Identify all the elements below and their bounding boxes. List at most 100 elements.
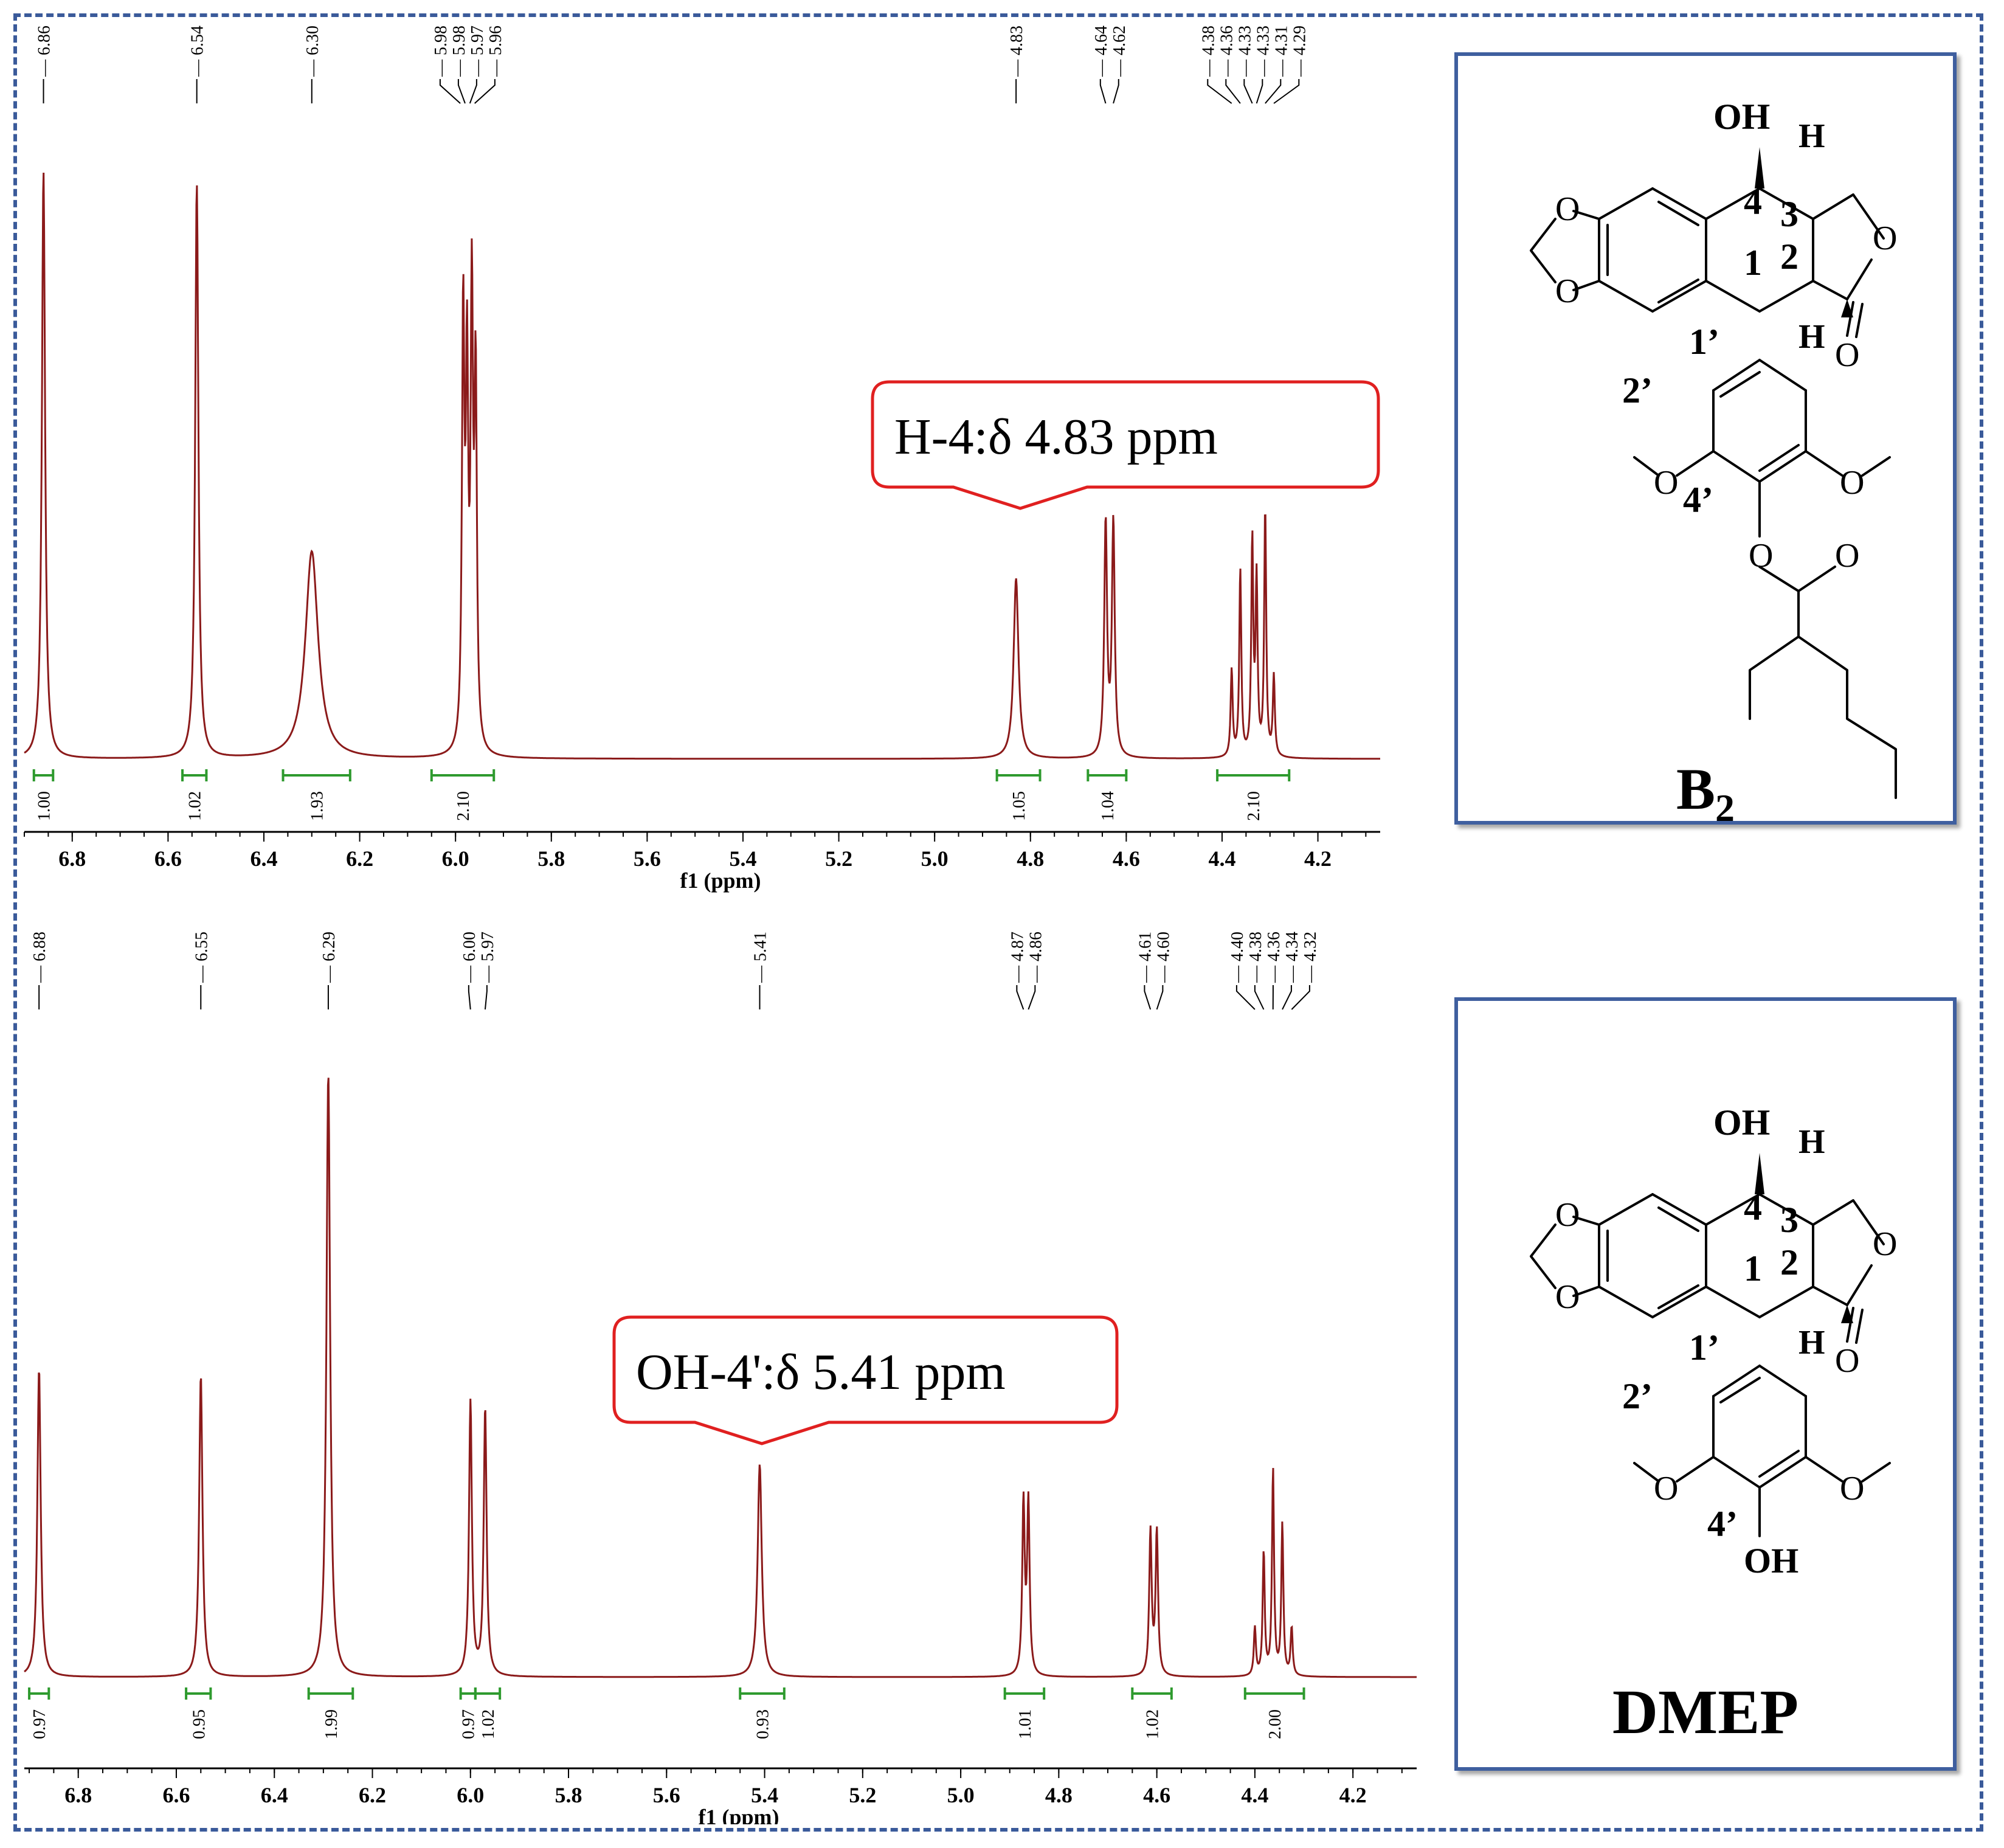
- h-top-label: H: [1798, 117, 1825, 155]
- x-tick-label: 6.0: [442, 846, 469, 871]
- x-axis: 6.8 6.6 6.4 6.2 6.0 5.8 5.6 5.4 5.2 5.0 4.8 4.6 4.4 4…: [24, 1767, 1417, 1824]
- peak-label: — 4.60: [1154, 932, 1173, 1010]
- peak-label: — 6.55: [192, 932, 211, 1009]
- integral-value: 1.93: [308, 791, 327, 821]
- oxygen-label: O: [1835, 336, 1859, 374]
- integral: 0.97: [28, 1687, 50, 1739]
- integral-value: 1.02: [479, 1709, 498, 1739]
- spectrum-trace: [24, 1078, 1417, 1678]
- integral: 2.00: [1243, 1687, 1305, 1739]
- oxygen-label: O: [1840, 1470, 1864, 1507]
- oxygen-label: O: [1835, 1342, 1859, 1380]
- integral-value: 1.99: [322, 1709, 341, 1739]
- x-tick-label: 5.4: [729, 846, 756, 871]
- x-tick-label: 5.8: [555, 1783, 582, 1807]
- peak-label: — 5.96: [474, 26, 505, 104]
- oxygen-label: O: [1749, 537, 1773, 575]
- integral: 1.93: [282, 769, 351, 821]
- integral-value: 2.10: [1245, 791, 1263, 821]
- x-tick-label: 6.8: [58, 846, 86, 871]
- peak-label-text: — 4.32: [1301, 932, 1320, 983]
- integral: 0.95: [185, 1687, 212, 1739]
- locant-2p: 2’: [1622, 1376, 1653, 1416]
- peak-label: — 4.32: [1291, 932, 1320, 1010]
- oh-label: OH: [1713, 97, 1770, 137]
- structure-dmep: OH H H 4 3 1 2 1’ 2’ 4’ O O O O O O OH: [1530, 1102, 1897, 1580]
- peak-label: — 5.41: [752, 932, 770, 1009]
- peak-label-text: — 4.61: [1136, 932, 1155, 983]
- peak-label-text: — 4.33: [1235, 26, 1254, 77]
- oh-bottom-label: OH: [1744, 1541, 1798, 1580]
- x-tick-label: 6.8: [64, 1783, 92, 1807]
- locant-3: 3: [1780, 1200, 1798, 1240]
- integral-value: 1.02: [1144, 1709, 1163, 1739]
- x-tick-label: 4.6: [1113, 846, 1140, 871]
- x-tick-label: 6.4: [261, 1783, 288, 1807]
- callout-text: OH-4':δ 5.41 ppm: [636, 1344, 1006, 1400]
- oxygen-label: O: [1555, 1196, 1580, 1234]
- x-tick-label: 5.8: [537, 846, 565, 871]
- structure-box-b2: OH H H 4 3 1 2 1’ 2’ 4’ O O O O O O O O …: [1454, 52, 1957, 829]
- x-tick-label: 4.4: [1241, 1783, 1268, 1807]
- integral: 0.93: [739, 1687, 786, 1739]
- peak-label-text: — 4.86: [1026, 932, 1045, 983]
- locant-1: 1: [1744, 1248, 1762, 1289]
- oxygen-label: O: [1835, 537, 1859, 575]
- peak-label: — 4.86: [1026, 932, 1045, 1010]
- x-axis: 6.8 6.6 6.4 6.2 6.0 5.8 5.6 5.4 5.2 5.0 4.8 4.6 4.4 4…: [24, 831, 1380, 893]
- peak-label-text: — 4.62: [1110, 26, 1129, 77]
- integral-value: 0.95: [190, 1709, 209, 1739]
- oxygen-label: O: [1873, 220, 1897, 257]
- compound-label-dmep: DMEP: [1612, 1677, 1799, 1747]
- peak-label: — 6.29: [320, 932, 339, 1009]
- peak-label-text: — 4.40: [1228, 932, 1247, 983]
- integral: 1.01: [1003, 1687, 1046, 1739]
- x-tick-label: 4.6: [1143, 1783, 1170, 1807]
- peak-label-text: — 4.60: [1154, 932, 1173, 983]
- peak-label-text: — 6.00: [460, 932, 479, 983]
- integral: 1.05: [995, 769, 1042, 821]
- integral-value: 0.97: [460, 1709, 479, 1739]
- peak-label: — 6.88: [30, 932, 49, 1009]
- x-tick-label: 5.6: [653, 1783, 680, 1807]
- peak-label-text: — 6.55: [192, 932, 211, 983]
- locant-4: 4: [1744, 182, 1762, 222]
- peak-label-text: — 4.38: [1199, 26, 1218, 77]
- peak-label: — 5.97: [468, 26, 487, 104]
- oh-label: OH: [1713, 1102, 1770, 1143]
- locant-2: 2: [1780, 1242, 1798, 1282]
- h-bottom-label: H: [1798, 1324, 1825, 1362]
- peak-label-text: — 4.87: [1008, 932, 1027, 983]
- structure-box-dmep: OH H H 4 3 1 2 1’ 2’ 4’ O O O O O O OH D…: [1454, 997, 1957, 1771]
- spectrum-trace: [24, 172, 1380, 760]
- peak-label: — 6.54: [188, 26, 207, 103]
- x-tick-label: 4.8: [1017, 846, 1044, 871]
- peak-label-text: — 6.88: [30, 932, 49, 983]
- peak-label: — 4.36: [1217, 26, 1241, 104]
- integral-value: 1.02: [186, 791, 205, 821]
- peak-label: — 4.38: [1246, 932, 1265, 1010]
- integral: 1.99: [307, 1687, 354, 1739]
- x-tick-label: 5.4: [751, 1783, 778, 1807]
- x-tick-label: 6.6: [162, 1783, 190, 1807]
- peak-label-text: — 5.98: [432, 26, 451, 77]
- integral: 1.02: [181, 769, 208, 821]
- x-tick-label: 6.2: [359, 1783, 386, 1807]
- x-tick-label: 5.2: [849, 1783, 876, 1807]
- oxygen-label: O: [1555, 272, 1580, 310]
- peak-label: — 4.87: [1008, 932, 1027, 1010]
- oxygen-label: O: [1654, 1470, 1678, 1507]
- callout: OH-4':δ 5.41 ppm: [612, 1315, 1119, 1445]
- x-tick-label: 6.6: [154, 846, 182, 871]
- peak-label: — 4.61: [1136, 932, 1155, 1010]
- peak-label-text: — 4.36: [1217, 26, 1236, 77]
- peak-label-text: — 4.34: [1283, 932, 1302, 983]
- peak-label: — 4.33: [1235, 26, 1254, 104]
- x-tick-label: 5.0: [947, 1783, 975, 1807]
- peak-label: — 6.30: [303, 26, 322, 103]
- peak-label: — 6.86: [35, 26, 54, 103]
- peak-label-text: — 4.33: [1254, 26, 1273, 77]
- x-axis-label: f1 (ppm): [699, 1805, 779, 1824]
- peak-label: — 6.00: [460, 932, 479, 1010]
- locant-4p: 4’: [1707, 1504, 1738, 1544]
